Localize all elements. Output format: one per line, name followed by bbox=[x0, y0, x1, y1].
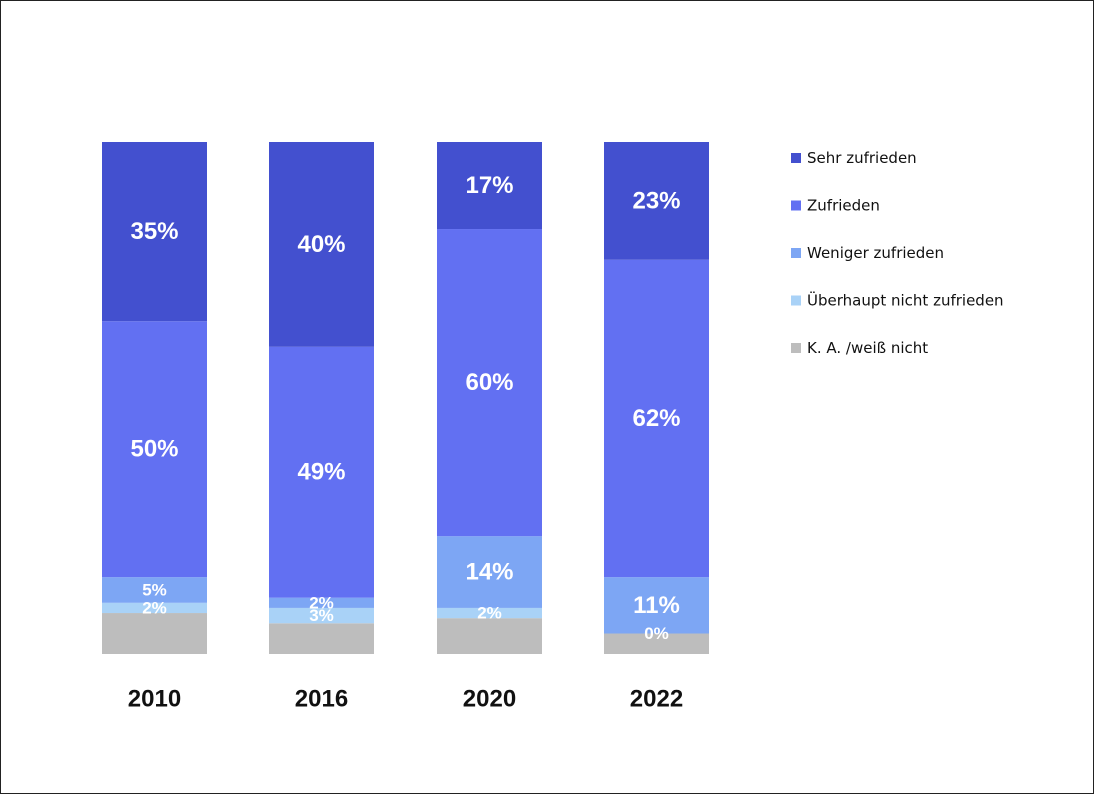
data-label: 50% bbox=[130, 436, 178, 463]
legend-label: Überhaupt nicht zufrieden bbox=[807, 291, 1004, 310]
x-tick-label: 2022 bbox=[630, 686, 683, 713]
bar-segment bbox=[437, 142, 542, 230]
data-label: 60% bbox=[465, 369, 513, 396]
bar-segment bbox=[437, 229, 542, 537]
bar-segment bbox=[269, 607, 374, 624]
bar-segment bbox=[269, 597, 374, 608]
data-label: 40% bbox=[297, 231, 345, 258]
bar-segment bbox=[437, 618, 542, 654]
data-label: 2% bbox=[477, 604, 502, 623]
data-label: 0% bbox=[644, 624, 669, 643]
bar-segment bbox=[102, 321, 207, 578]
data-label: 14% bbox=[465, 559, 513, 586]
data-label: 5% bbox=[142, 581, 167, 600]
x-tick-label: 2020 bbox=[463, 686, 516, 713]
bar-segment bbox=[437, 536, 542, 608]
legend-label: K. A. /weiß nicht bbox=[807, 339, 928, 357]
x-axis: 2010 2016 2020 2022 bbox=[128, 686, 683, 713]
data-label: 11% bbox=[633, 592, 680, 619]
bar-segment bbox=[604, 633, 709, 654]
x-tick-label: 2016 bbox=[295, 686, 348, 713]
bar-segment bbox=[102, 613, 207, 654]
data-label: 62% bbox=[632, 405, 680, 432]
legend-swatch bbox=[791, 295, 801, 306]
data-label: 2% bbox=[309, 593, 334, 612]
legend-label: Weniger zufrieden bbox=[807, 244, 944, 262]
data-label: 49% bbox=[297, 459, 345, 486]
bar-segment bbox=[102, 142, 207, 322]
bar-segment bbox=[604, 577, 709, 634]
bar-segment bbox=[604, 259, 709, 578]
bar-segment bbox=[269, 623, 374, 654]
data-label: 35% bbox=[130, 218, 178, 245]
data-label: 23% bbox=[632, 187, 680, 214]
bar-segment bbox=[269, 346, 374, 598]
data-label: 17% bbox=[465, 172, 513, 199]
legend-swatch bbox=[791, 248, 801, 258]
data-label: 2% bbox=[142, 598, 167, 617]
data-label: 3% bbox=[309, 606, 334, 625]
legend-swatch bbox=[791, 343, 801, 353]
bar-segment bbox=[437, 607, 542, 619]
legend-swatch bbox=[791, 153, 801, 163]
bar-segment bbox=[269, 142, 374, 347]
legend-label: Zufrieden bbox=[807, 197, 880, 215]
legend-label: Sehr zufrieden bbox=[807, 149, 917, 167]
bar-segment bbox=[102, 577, 207, 603]
x-tick-label: 2010 bbox=[128, 686, 181, 713]
bar-segment bbox=[604, 142, 709, 260]
legend: Sehr zufrieden Zufrieden Weniger zufrieden… bbox=[791, 149, 1004, 357]
bar-segment bbox=[102, 602, 207, 614]
legend-swatch bbox=[791, 200, 801, 211]
bars-layer bbox=[102, 142, 709, 654]
labels-layer: 2%5%50%35%3%2%49%40%2%14%60%17%0%11%62%2… bbox=[130, 172, 680, 643]
